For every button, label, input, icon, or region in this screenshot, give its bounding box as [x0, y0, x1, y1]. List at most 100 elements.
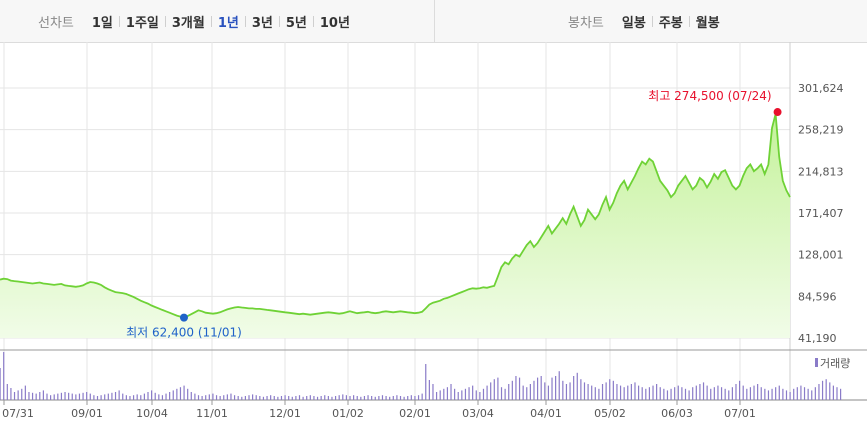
volume-bar — [353, 395, 355, 400]
volume-bar — [818, 384, 820, 400]
period-5y[interactable]: 5년 — [285, 15, 307, 31]
volume-bar — [57, 393, 59, 400]
y-tick-label: 214,813 — [798, 165, 844, 178]
volume-bar — [836, 387, 838, 400]
volume-bar — [39, 392, 41, 400]
candle-daily[interactable]: 일봉 — [621, 15, 646, 31]
period-3y[interactable]: 3년 — [251, 15, 273, 31]
x-tick-label: 02/01 — [399, 407, 431, 420]
volume-bar — [334, 396, 337, 400]
volume-bar — [3, 352, 5, 400]
candle-weekly[interactable]: 주봉 — [658, 15, 683, 31]
volume-bar — [432, 384, 434, 400]
volume-bar — [345, 395, 348, 400]
volume-bar — [306, 396, 308, 400]
volume-legend-marker — [815, 358, 818, 367]
volume-bar — [645, 388, 647, 400]
x-tick-label: 09/01 — [71, 407, 103, 420]
volume-bar — [320, 396, 322, 400]
volume-bar — [677, 385, 679, 400]
volume-bar — [428, 380, 430, 400]
x-tick-label: 05/02 — [594, 407, 626, 420]
volume-bar — [367, 395, 369, 400]
min-annotation: 최저 62,400 (11/01) — [126, 326, 242, 340]
chart-toolbar: 선차트 1일 1주일 3개월 1년 3년 5년 10년 봉차트 일봉 주봉 월봉 — [0, 0, 867, 43]
volume-bar — [50, 395, 52, 400]
volume-bar — [724, 388, 726, 400]
divider — [651, 15, 653, 27]
volume-bar — [526, 387, 528, 400]
volume-bar — [194, 393, 196, 400]
volume-bar — [490, 382, 492, 400]
volume-bar — [136, 394, 138, 400]
period-1y[interactable]: 1년 — [217, 15, 239, 31]
price-line — [0, 113, 791, 319]
volume-bar — [259, 396, 261, 400]
x-tick-label: 07/31 — [2, 407, 34, 420]
volume-bar — [60, 392, 63, 400]
volume-bar — [197, 395, 200, 400]
volume-bar — [28, 392, 30, 400]
volume-bar — [789, 392, 791, 400]
volume-bar — [212, 393, 214, 400]
volume-bar — [504, 388, 506, 400]
volume-bar — [53, 394, 55, 400]
x-tick-label: 01/02 — [332, 407, 364, 420]
period-1w[interactable]: 1주일 — [125, 15, 159, 31]
volume-bar — [403, 396, 405, 400]
volume-bar — [414, 396, 416, 400]
volume-bar — [464, 388, 467, 400]
candle-chart-label: 봉차트 — [568, 15, 604, 31]
volume-bar — [720, 387, 723, 400]
x-tick-label: 12/01 — [269, 407, 301, 420]
volume-bar — [154, 392, 156, 400]
volume-bar — [284, 395, 286, 400]
volume-bar — [717, 385, 719, 400]
volume-bar — [75, 394, 77, 400]
volume-bar — [223, 395, 225, 400]
volume-bar — [529, 384, 531, 400]
period-10y[interactable]: 10년 — [319, 15, 350, 31]
volume-bar — [648, 387, 651, 400]
volume-bar — [522, 385, 524, 400]
volume-bar — [738, 380, 741, 400]
y-axis-ticks: 301,624 258,219 214,813 171,407 128,001 84,59… — [798, 82, 844, 345]
volume-bar — [399, 396, 402, 400]
volume-bar — [757, 384, 759, 400]
x-tick-label: 03/04 — [462, 407, 494, 420]
volume-bar — [468, 387, 470, 400]
volume-bar — [190, 392, 192, 400]
volume-bar — [421, 393, 423, 400]
volume-bar — [508, 384, 510, 400]
volume-bar — [215, 395, 218, 400]
y-tick-label: 258,219 — [798, 124, 844, 137]
volume-bar — [407, 396, 409, 400]
volume-bar — [17, 390, 19, 400]
volume-bar — [35, 393, 37, 400]
volume-bar — [435, 392, 438, 400]
divider — [278, 15, 280, 27]
volume-bar — [598, 388, 600, 400]
volume-bar — [104, 394, 106, 400]
volume-bar — [699, 384, 701, 400]
volume-bar — [381, 395, 384, 400]
price-area — [0, 114, 790, 338]
period-3m[interactable]: 3개월 — [171, 15, 205, 31]
volume-bar — [753, 385, 755, 400]
volume-bar — [764, 388, 766, 400]
volume-bar — [821, 380, 824, 400]
volume-bar — [378, 396, 380, 400]
volume-bar — [187, 388, 189, 400]
period-1d[interactable]: 1일 — [91, 15, 113, 31]
candle-monthly[interactable]: 월봉 — [695, 15, 720, 31]
volume-bar — [183, 385, 185, 400]
volume-bar — [576, 372, 578, 400]
volume-bar — [634, 382, 636, 400]
volume-bar — [619, 385, 622, 400]
volume-bar — [540, 376, 542, 400]
volume-bar — [13, 392, 16, 400]
volume-bar — [587, 384, 589, 400]
volume-bar — [695, 385, 697, 400]
volume-bar — [151, 390, 153, 400]
volume-bar — [461, 390, 463, 400]
